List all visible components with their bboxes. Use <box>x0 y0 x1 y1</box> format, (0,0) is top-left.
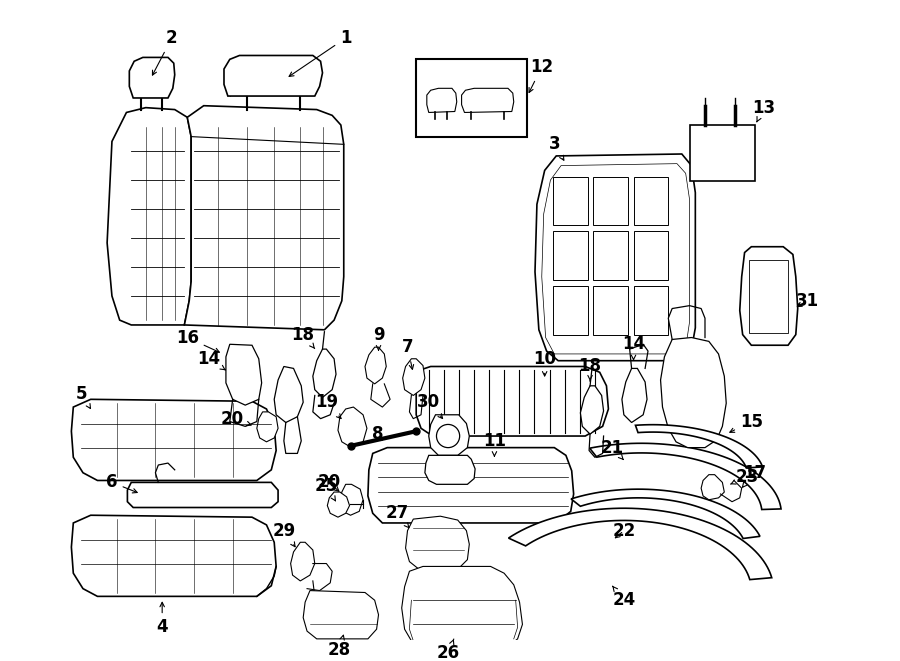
Polygon shape <box>365 347 386 384</box>
Text: 10: 10 <box>533 350 556 376</box>
Bar <box>689 125 755 181</box>
Polygon shape <box>128 483 278 508</box>
Text: 7: 7 <box>401 338 414 369</box>
Polygon shape <box>661 338 726 447</box>
Text: 14: 14 <box>197 350 225 370</box>
Text: 3: 3 <box>548 136 563 160</box>
Text: 18: 18 <box>579 358 601 381</box>
Bar <box>750 260 788 332</box>
Text: 2: 2 <box>152 29 177 75</box>
Text: 18: 18 <box>292 326 315 348</box>
Text: 20: 20 <box>318 473 341 491</box>
Bar <box>593 286 627 334</box>
Polygon shape <box>427 89 457 112</box>
Text: 13: 13 <box>752 98 776 122</box>
Polygon shape <box>338 407 367 447</box>
Polygon shape <box>71 399 276 481</box>
Polygon shape <box>226 344 262 405</box>
Polygon shape <box>508 508 771 580</box>
Bar <box>554 286 588 334</box>
Polygon shape <box>107 108 191 325</box>
Polygon shape <box>572 489 760 539</box>
Text: 27: 27 <box>385 504 409 527</box>
Polygon shape <box>425 455 475 485</box>
Text: 15: 15 <box>730 412 763 432</box>
Text: 21: 21 <box>600 439 624 459</box>
Polygon shape <box>622 368 647 422</box>
Bar <box>634 177 669 225</box>
Text: 5: 5 <box>76 385 91 408</box>
Polygon shape <box>580 386 604 434</box>
Polygon shape <box>224 56 322 96</box>
Polygon shape <box>340 485 363 515</box>
Text: 19: 19 <box>315 393 341 418</box>
Text: 11: 11 <box>483 432 506 456</box>
Text: 25: 25 <box>315 477 338 501</box>
Text: 23: 23 <box>731 467 759 486</box>
Text: 4: 4 <box>157 602 168 637</box>
Text: 17: 17 <box>742 464 766 487</box>
Text: 24: 24 <box>612 586 635 609</box>
Text: 14: 14 <box>622 335 645 360</box>
Polygon shape <box>535 154 696 361</box>
Text: 20: 20 <box>221 410 251 428</box>
Polygon shape <box>740 247 797 345</box>
Text: 16: 16 <box>176 329 220 352</box>
Text: 1: 1 <box>289 29 351 77</box>
Bar <box>554 231 588 280</box>
Bar <box>634 231 669 280</box>
Bar <box>593 177 627 225</box>
Polygon shape <box>303 590 379 639</box>
Polygon shape <box>274 366 303 422</box>
Polygon shape <box>130 58 175 98</box>
Polygon shape <box>701 475 724 500</box>
Polygon shape <box>368 447 573 523</box>
Polygon shape <box>256 412 278 442</box>
Text: 6: 6 <box>106 473 137 493</box>
Text: 9: 9 <box>373 326 384 350</box>
Polygon shape <box>184 106 344 330</box>
Bar <box>634 286 669 334</box>
Polygon shape <box>328 492 349 517</box>
Bar <box>593 231 627 280</box>
Text: 28: 28 <box>328 635 350 660</box>
Polygon shape <box>313 349 336 397</box>
Text: 31: 31 <box>796 292 819 310</box>
Polygon shape <box>462 89 514 112</box>
Polygon shape <box>291 542 315 581</box>
Polygon shape <box>590 444 781 510</box>
Polygon shape <box>401 566 522 646</box>
Text: 22: 22 <box>612 522 635 539</box>
Polygon shape <box>402 359 425 395</box>
Text: 29: 29 <box>272 522 295 547</box>
Polygon shape <box>71 515 276 596</box>
Text: 12: 12 <box>529 58 554 93</box>
Polygon shape <box>635 424 762 468</box>
Text: 30: 30 <box>418 393 443 418</box>
Polygon shape <box>416 366 608 436</box>
Bar <box>554 177 588 225</box>
Bar <box>416 59 527 137</box>
Text: 26: 26 <box>436 639 460 661</box>
Polygon shape <box>428 415 469 455</box>
Polygon shape <box>406 516 469 569</box>
Text: 8: 8 <box>372 425 383 443</box>
